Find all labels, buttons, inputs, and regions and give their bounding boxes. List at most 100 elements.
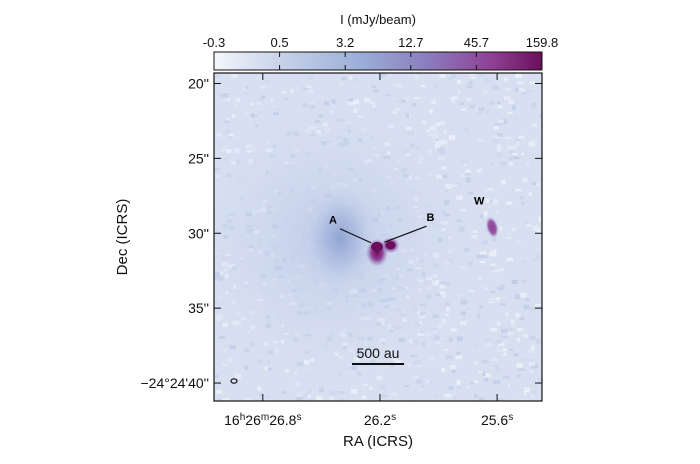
noise-speckle [492, 139, 499, 144]
noise-speckle [264, 79, 270, 84]
noise-speckle [487, 187, 494, 191]
noise-speckle [380, 384, 387, 390]
colorbar-tick-label: 159.8 [526, 35, 559, 50]
y-axis-title: Dec (ICRS) [114, 199, 131, 276]
axis-ticks: 20'' 25'' 30'' 35'' −24°24'40'' 16h26m26.8s 26… [140, 73, 542, 428]
noise-speckle [532, 123, 538, 128]
noise-speckle [251, 114, 259, 117]
noise-speckle [228, 358, 233, 363]
noise-speckle [522, 280, 527, 283]
noise-speckle [414, 360, 422, 364]
noise-speckle [536, 182, 540, 187]
noise-speckle [529, 335, 536, 340]
noise-speckle [338, 398, 344, 401]
noise-speckle [528, 348, 535, 353]
noise-speckle [450, 328, 457, 332]
noise-speckle [530, 105, 537, 110]
noise-speckle [477, 110, 484, 115]
noise-speckle [478, 370, 483, 374]
noise-speckle [428, 133, 436, 136]
noise-speckle [482, 215, 487, 218]
noise-speckle [451, 96, 459, 100]
noise-speckle [443, 130, 448, 135]
noise-speckle [229, 345, 237, 349]
noise-speckle [456, 380, 461, 386]
image-panel [214, 73, 542, 401]
noise-speckle [496, 132, 503, 137]
noise-speckle [523, 304, 530, 310]
noise-speckle [341, 77, 347, 81]
noise-speckle [391, 392, 398, 396]
noise-speckle [518, 135, 525, 140]
noise-speckle [522, 92, 527, 95]
noise-speckle [526, 89, 533, 93]
noise-speckle [541, 246, 542, 250]
noise-speckle [532, 102, 536, 106]
noise-speckle [509, 348, 514, 351]
noise-speckle [329, 390, 337, 395]
noise-speckle [512, 324, 517, 328]
colorbar-tick-label: 45.7 [464, 35, 489, 50]
noise-speckle [223, 99, 228, 102]
noise-speckle [522, 333, 528, 338]
noise-speckle [517, 328, 524, 332]
noise-speckle [497, 287, 504, 291]
noise-speckle [433, 394, 437, 397]
noise-speckle [439, 74, 446, 78]
noise-speckle [259, 85, 267, 89]
noise-speckle [409, 399, 415, 401]
noise-speckle [535, 255, 540, 258]
noise-speckle [522, 177, 528, 183]
noise-speckle [442, 348, 449, 351]
noise-speckle [466, 83, 470, 87]
noise-speckle [502, 352, 507, 356]
noise-speckle [531, 345, 535, 350]
noise-speckle [493, 126, 500, 130]
noise-speckle [531, 390, 537, 395]
noise-speckle [507, 327, 513, 332]
noise-speckle [495, 210, 499, 214]
noise-speckle [506, 257, 514, 262]
noise-speckle [460, 311, 466, 316]
noise-speckle [226, 98, 231, 102]
noise-speckle [235, 373, 242, 379]
noise-speckle [441, 367, 445, 371]
noise-speckle [465, 307, 471, 310]
noise-speckle [396, 99, 403, 103]
x-tick-label: 25.6s [481, 412, 513, 429]
noise-speckle [524, 387, 530, 392]
noise-speckle [485, 343, 493, 347]
y-tick-label: 30'' [188, 225, 209, 241]
noise-speckle [414, 74, 419, 80]
noise-speckle [301, 400, 308, 401]
noise-speckle [464, 172, 471, 176]
noise-speckle [531, 181, 537, 185]
noise-speckle [517, 80, 524, 85]
noise-speckle [255, 98, 263, 103]
noise-speckle [431, 99, 437, 105]
source-label-W: W [474, 195, 485, 207]
noise-speckle [520, 152, 525, 156]
noise-speckle [440, 337, 445, 341]
noise-speckle [521, 202, 525, 205]
noise-speckle [464, 169, 471, 174]
noise-speckle [328, 396, 335, 400]
noise-speckle [500, 179, 506, 185]
noise-speckle [529, 140, 535, 143]
noise-speckle [531, 363, 538, 369]
noise-speckle [259, 392, 263, 397]
noise-speckle [528, 361, 536, 367]
annotations: A B W [329, 195, 485, 244]
noise-speckle [433, 84, 439, 88]
noise-speckle [485, 79, 493, 83]
noise-speckle [478, 276, 482, 281]
noise-speckle [509, 161, 513, 166]
y-tick-label: −24°24'40'' [140, 375, 209, 391]
noise-speckle [524, 221, 529, 225]
y-tick-label: 25'' [188, 150, 209, 166]
noise-speckle [508, 100, 514, 105]
noise-speckle [461, 107, 466, 111]
noise-speckle [371, 398, 375, 401]
noise-speckle [519, 317, 525, 320]
